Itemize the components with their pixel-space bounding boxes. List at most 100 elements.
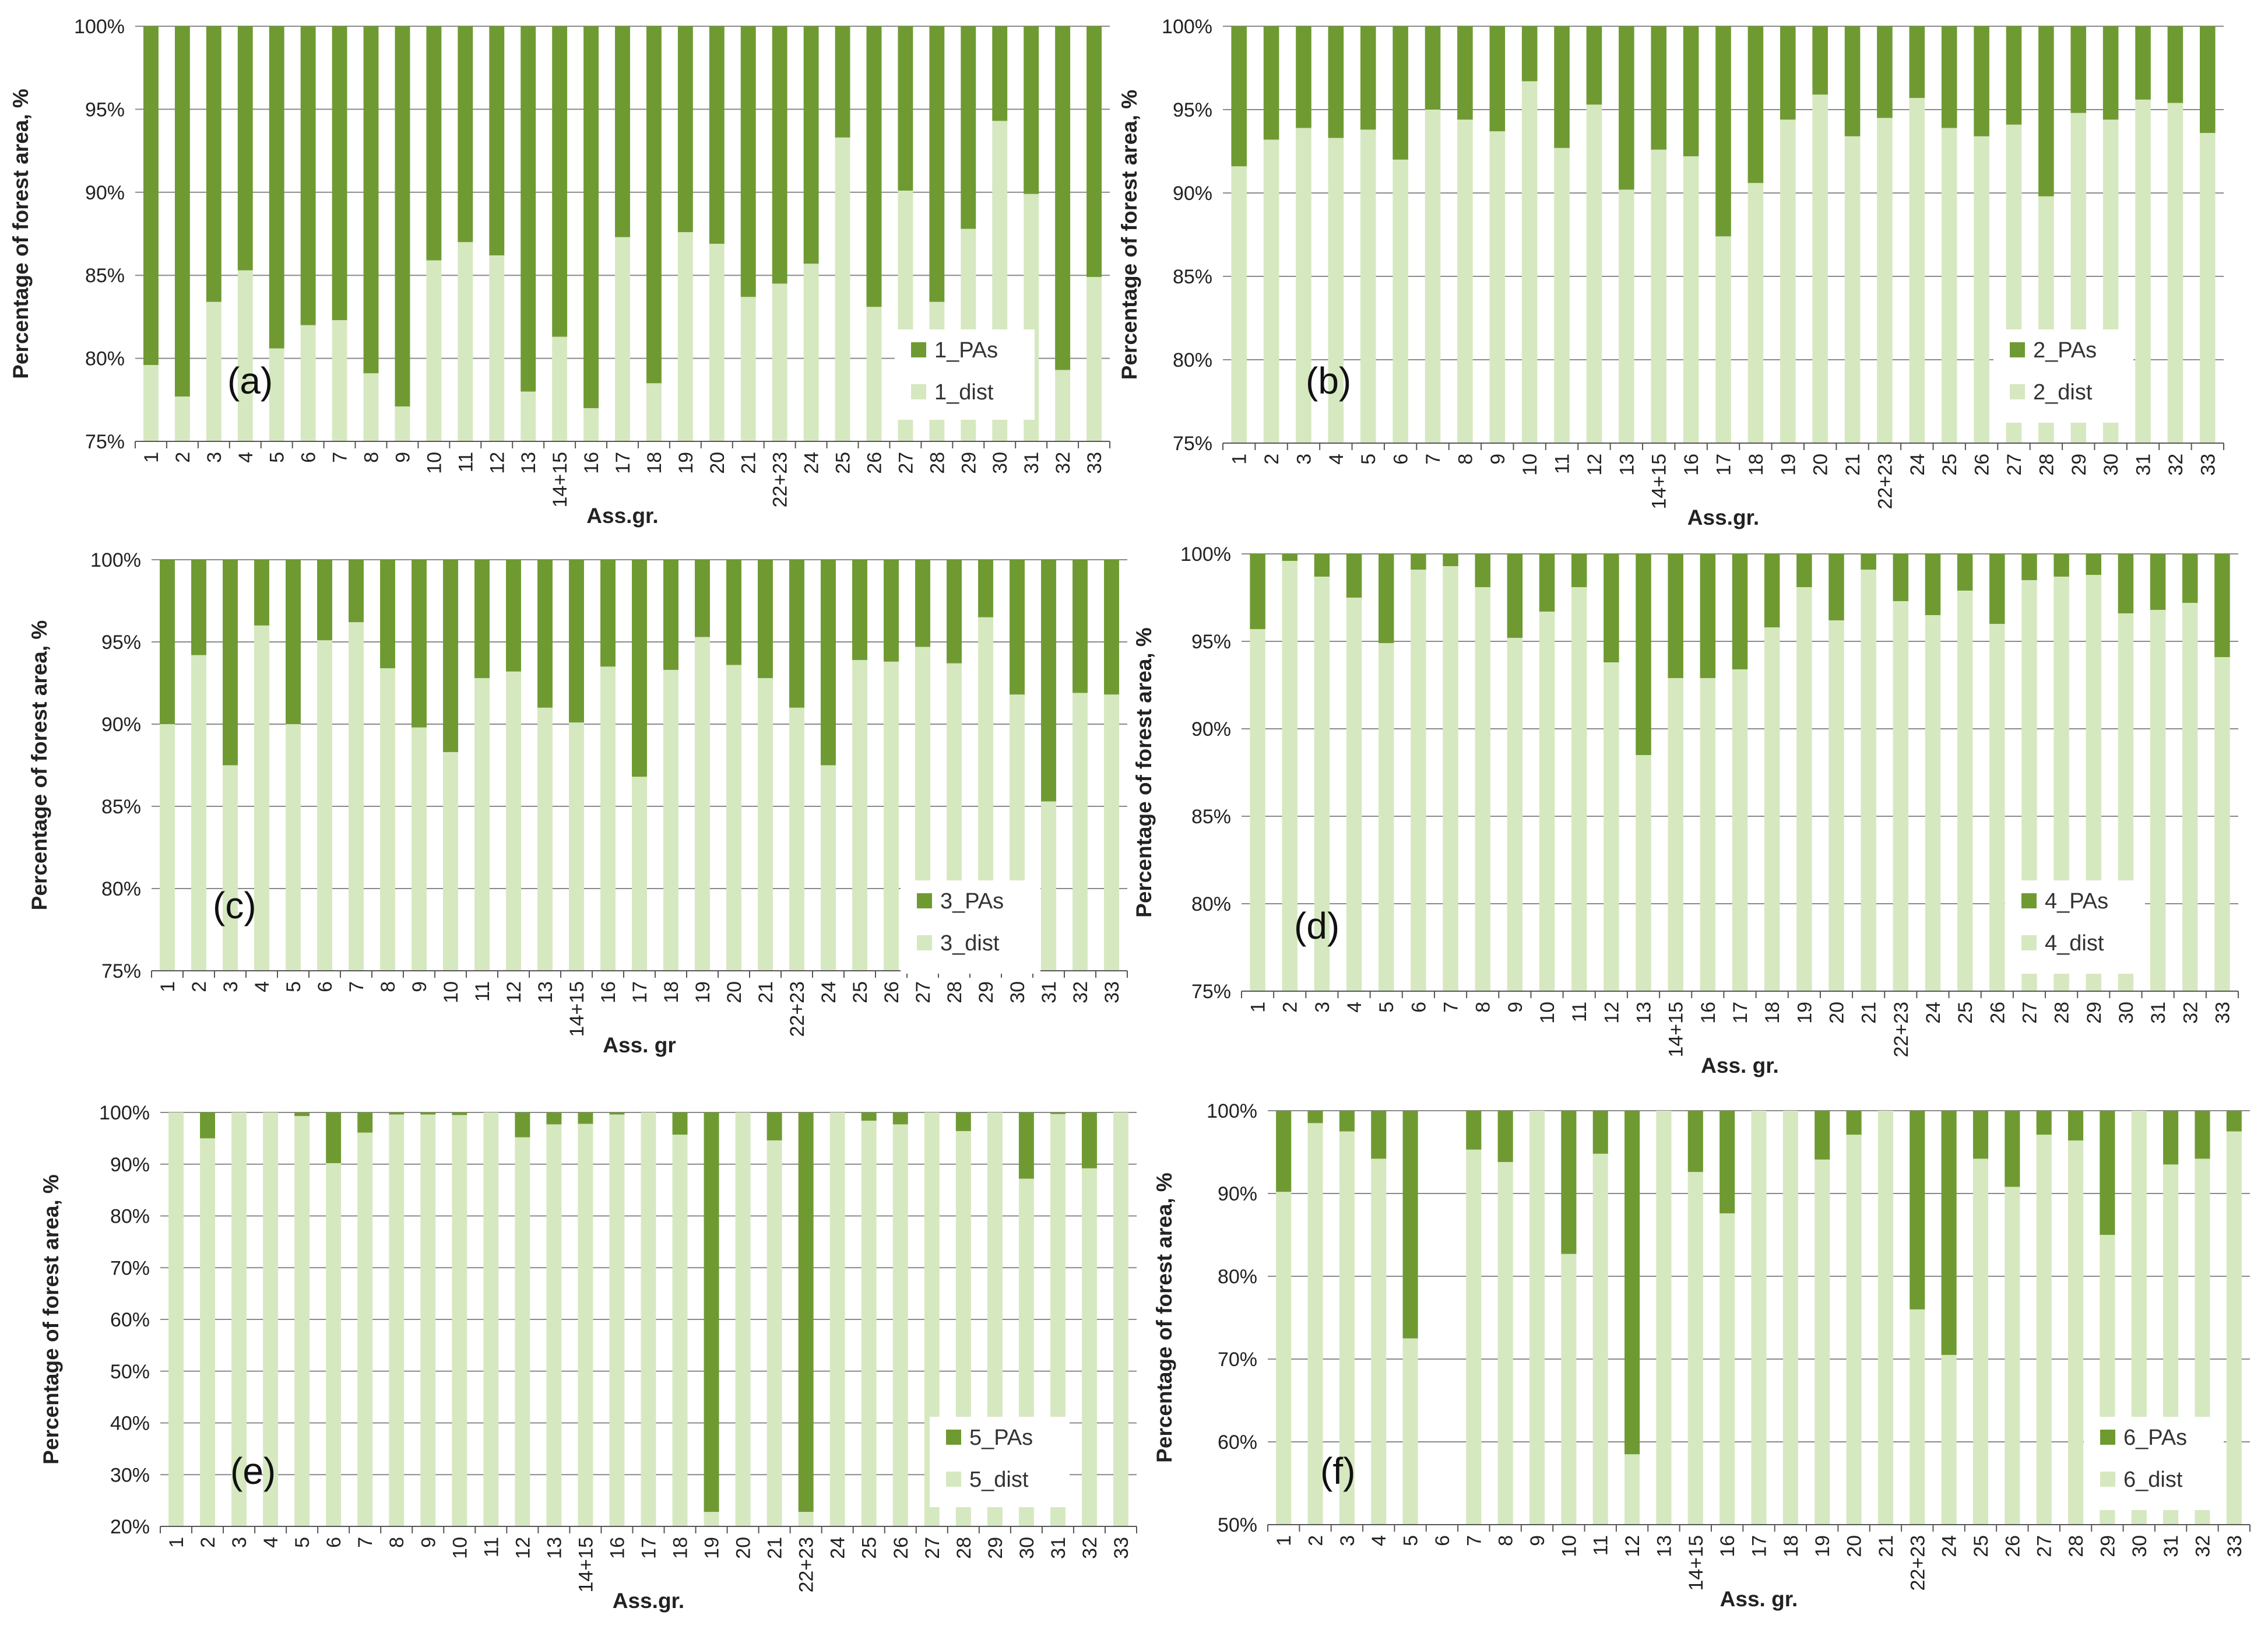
x-axis-title: Ass. gr [603,1033,676,1057]
x-tick-label: 18 [644,452,666,474]
bar-dist-21 [740,297,756,441]
bar-pas-14+15 [578,1112,593,1124]
bar-dist-20 [726,665,741,971]
x-tick-label: 8 [1454,454,1476,465]
x-tick-label: 6 [298,452,320,463]
bar-pas-14+15 [1668,554,1683,678]
x-tick-label: 30 [2115,1002,2137,1024]
y-axis-ticks: 20% 30% 40% 50% 60% 70% 80% 90% 100% [99,1102,150,1538]
bar-dist-18 [672,1135,688,1526]
bar-dist-17 [1751,1111,1767,1525]
x-tick-label: 10 [440,981,462,1003]
x-tick-label: 33 [1110,1537,1133,1559]
bar-pas-14+15 [552,26,568,337]
x-tick-label: 13 [1616,454,1638,476]
x-tick-label: 20 [733,1537,755,1559]
bar-dist-1 [143,364,159,441]
bar-dist-2 [1307,1123,1323,1525]
bar-pas-12 [1624,1111,1640,1455]
bar-pas-16 [1683,26,1699,157]
bar-dist-26 [892,1124,908,1526]
bar-dist-16 [1700,678,1716,991]
x-tick-label: 22+23 [796,1537,818,1593]
legend: 5_PAs 5_dist [930,1417,1070,1507]
bar-dist-25 [835,137,850,442]
bar-pas-28 [947,560,962,663]
legend-label: 2_dist [2033,380,2093,405]
x-tick-label: 7 [346,981,368,992]
x-tick-label: 30 [2100,454,2122,476]
bar-dist-3 [1339,1131,1355,1525]
x-tick-label: 10 [423,452,445,474]
legend: 1_PAs 1_dist [895,329,1035,420]
legend-label: 5_dist [969,1468,1029,1492]
y-tick-label: 100% [1207,1100,1257,1122]
bar-pas-2 [174,26,190,397]
x-tick-label: 10 [1519,454,1541,476]
x-tick-label: 9 [1487,454,1509,465]
x-tick-label: 7 [1463,1535,1485,1546]
bar-dist-19 [704,1512,719,1526]
x-tick-label: 31 [1047,1537,1070,1559]
bar-dist-4 [1346,598,1362,991]
bar-pas-25 [835,26,850,138]
bar-pas-2 [1307,1111,1323,1124]
bar-pas-3 [206,26,221,302]
bar-dist-12 [1624,1454,1640,1525]
bar-pas-16 [1720,1111,1735,1214]
x-axis-title: Ass. gr. [1701,1054,1779,1077]
bar-pas-28 [2038,26,2054,196]
bar-dist-32 [1081,1168,1097,1526]
bar-pas-8 [1457,26,1473,120]
bar-pas-32 [2182,554,2198,603]
bar-dist-16 [1720,1213,1735,1525]
bar-dist-18 [1764,627,1780,991]
bar-pas-31 [1024,26,1039,194]
bar-pas-17 [1715,26,1731,237]
bar-pas-10 [452,1112,467,1115]
bar-dist-20 [1829,620,1844,991]
x-tick-label: 25 [832,452,855,474]
x-tick-label: 1 [157,981,179,992]
x-tick-label: 16 [581,452,603,474]
x-tick-label: 1 [1247,1002,1270,1013]
bar-pas-17 [632,560,647,777]
bar-pas-10 [1539,554,1555,612]
legend: 3_PAs 3_dist [901,880,1040,974]
legend-label: 1_dist [934,380,994,405]
x-axis-ticks: 1 2 3 4 5 6 7 8 9 10 11 12 13 14+15 16 17 18 19 20 21 22+23 2… [151,971,1128,1037]
bar-dist-22+23 [798,1512,814,1526]
bar-dist-4 [254,625,269,971]
legend: 6_PAs 6_dist [2084,1417,2224,1510]
bar-dist-12 [1604,662,1619,991]
legend-swatch-dist [2010,384,2025,399]
x-tick-label: 22+23 [1907,1535,1929,1591]
bar-pas-16 [600,560,616,667]
bar-pas-16 [1700,554,1716,678]
bar-pas-3 [1296,26,1311,128]
bar-dist-8 [380,668,395,971]
bar-pas-18 [646,26,662,384]
bar-pas-11 [474,560,490,679]
x-tick-label: 27 [895,452,917,474]
legend-label: 6_PAs [2123,1426,2187,1450]
y-tick-label: 100% [1162,16,1212,38]
bar-pas-1 [160,560,175,724]
bar-pas-13 [1636,554,1651,755]
bar-pas-9 [1489,26,1506,132]
x-tick-label: 27 [912,981,934,1003]
x-tick-label: 3 [220,981,242,992]
bar-pas-12 [1604,554,1619,662]
bar-dist-5 [1402,1338,1418,1525]
bar-dist-9 [1489,131,1506,443]
bar-dist-14+15 [552,336,568,441]
bar-pas-3 [1339,1111,1355,1132]
y-tick-label: 30% [110,1464,150,1486]
bar-pas-24 [1909,26,1925,98]
x-tick-label: 13 [1653,1535,1675,1557]
bar-pas-19 [677,26,693,233]
x-tick-label: 2 [1279,1002,1302,1013]
x-tick-label: 24 [827,1537,849,1559]
bar-dist-1 [1231,166,1247,443]
